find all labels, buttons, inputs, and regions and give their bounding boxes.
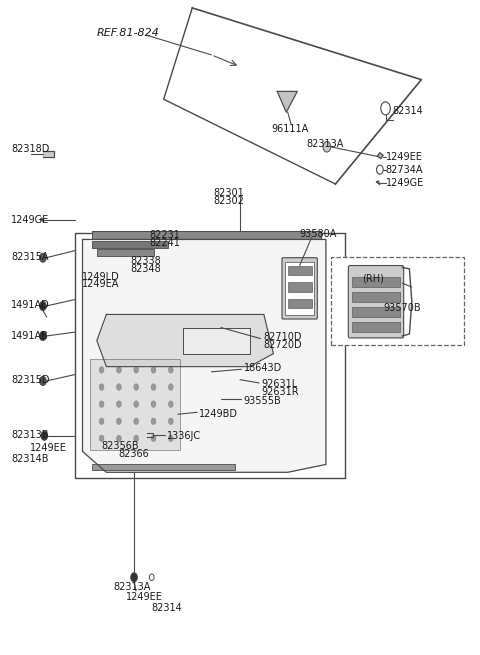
Text: 82313A: 82313A: [307, 139, 344, 149]
Bar: [288, 266, 312, 275]
Text: 82315A: 82315A: [11, 252, 48, 262]
Circle shape: [151, 418, 156, 424]
Polygon shape: [83, 240, 326, 472]
Text: 1491AD: 1491AD: [11, 301, 50, 310]
Circle shape: [39, 253, 46, 262]
Text: 1249GE: 1249GE: [11, 215, 49, 225]
Text: 1249EE: 1249EE: [30, 443, 67, 453]
Circle shape: [39, 377, 46, 386]
Circle shape: [151, 401, 156, 407]
Circle shape: [134, 367, 139, 373]
Text: 93570B: 93570B: [383, 303, 421, 313]
Bar: [97, 249, 154, 255]
Text: 82315D: 82315D: [11, 375, 49, 385]
Text: 82314B: 82314B: [11, 455, 48, 464]
Circle shape: [323, 141, 331, 152]
Text: 18643D: 18643D: [244, 363, 282, 373]
Circle shape: [168, 367, 173, 373]
Bar: [352, 276, 400, 287]
Bar: [352, 307, 400, 317]
Text: 93555B: 93555B: [244, 396, 282, 405]
Text: 92631R: 92631R: [262, 387, 299, 397]
Polygon shape: [377, 153, 383, 159]
Text: 82302: 82302: [214, 196, 245, 206]
Circle shape: [99, 435, 104, 441]
Bar: [92, 464, 235, 470]
Circle shape: [134, 384, 139, 390]
Text: 82734A: 82734A: [385, 164, 423, 175]
Text: 96111A: 96111A: [271, 124, 308, 134]
Circle shape: [117, 435, 121, 441]
Text: REF.81-824: REF.81-824: [97, 28, 160, 39]
Text: 1249BD: 1249BD: [199, 409, 239, 419]
Text: 1249EE: 1249EE: [385, 151, 422, 162]
Circle shape: [99, 418, 104, 424]
Circle shape: [151, 384, 156, 390]
Bar: [92, 241, 168, 248]
Text: 82318D: 82318D: [11, 144, 49, 154]
Text: 1249GE: 1249GE: [385, 178, 424, 188]
Circle shape: [39, 301, 46, 310]
Circle shape: [168, 418, 173, 424]
Text: 82338: 82338: [130, 256, 161, 266]
Text: 1491AB: 1491AB: [11, 331, 49, 341]
Text: (RH): (RH): [362, 274, 384, 284]
Circle shape: [168, 435, 173, 441]
Circle shape: [131, 572, 137, 582]
Circle shape: [117, 418, 121, 424]
Polygon shape: [43, 151, 54, 157]
Text: 1249LD: 1249LD: [82, 272, 120, 282]
FancyBboxPatch shape: [348, 265, 404, 338]
Text: 82314: 82314: [393, 106, 423, 116]
Circle shape: [41, 431, 48, 440]
Bar: [75, 233, 345, 477]
Text: 82301: 82301: [214, 188, 244, 198]
Circle shape: [99, 401, 104, 407]
Polygon shape: [97, 314, 274, 367]
Bar: [352, 322, 400, 332]
Circle shape: [151, 367, 156, 373]
Text: 1249EE: 1249EE: [125, 592, 162, 602]
Circle shape: [134, 418, 139, 424]
Text: 82348: 82348: [130, 264, 161, 274]
Text: 1336JC: 1336JC: [167, 432, 201, 441]
Bar: [352, 291, 400, 302]
Text: 82720D: 82720D: [263, 340, 301, 350]
Circle shape: [168, 401, 173, 407]
Text: 82710D: 82710D: [263, 332, 301, 343]
Polygon shape: [183, 328, 250, 354]
Text: 82314: 82314: [152, 603, 182, 613]
FancyBboxPatch shape: [282, 257, 317, 319]
Circle shape: [117, 384, 121, 390]
Circle shape: [151, 435, 156, 441]
Text: 93580A: 93580A: [300, 229, 337, 238]
Text: 82356B: 82356B: [102, 441, 139, 451]
Circle shape: [134, 401, 139, 407]
Bar: [288, 299, 312, 308]
Circle shape: [117, 367, 121, 373]
FancyBboxPatch shape: [331, 257, 464, 345]
FancyBboxPatch shape: [285, 261, 314, 315]
Bar: [92, 231, 321, 240]
Circle shape: [117, 401, 121, 407]
Text: 82241: 82241: [149, 238, 180, 248]
Circle shape: [99, 367, 104, 373]
Circle shape: [134, 435, 139, 441]
Text: 82313B: 82313B: [11, 430, 48, 440]
Circle shape: [168, 384, 173, 390]
Text: 82366: 82366: [118, 449, 149, 459]
Bar: [90, 359, 180, 450]
Text: 82231: 82231: [149, 230, 180, 240]
Circle shape: [99, 384, 104, 390]
Polygon shape: [277, 92, 297, 112]
Text: 1249EA: 1249EA: [82, 280, 119, 290]
Text: 82313A: 82313A: [114, 582, 151, 592]
Circle shape: [39, 331, 46, 341]
Text: 92631L: 92631L: [262, 379, 298, 389]
Bar: [288, 282, 312, 291]
